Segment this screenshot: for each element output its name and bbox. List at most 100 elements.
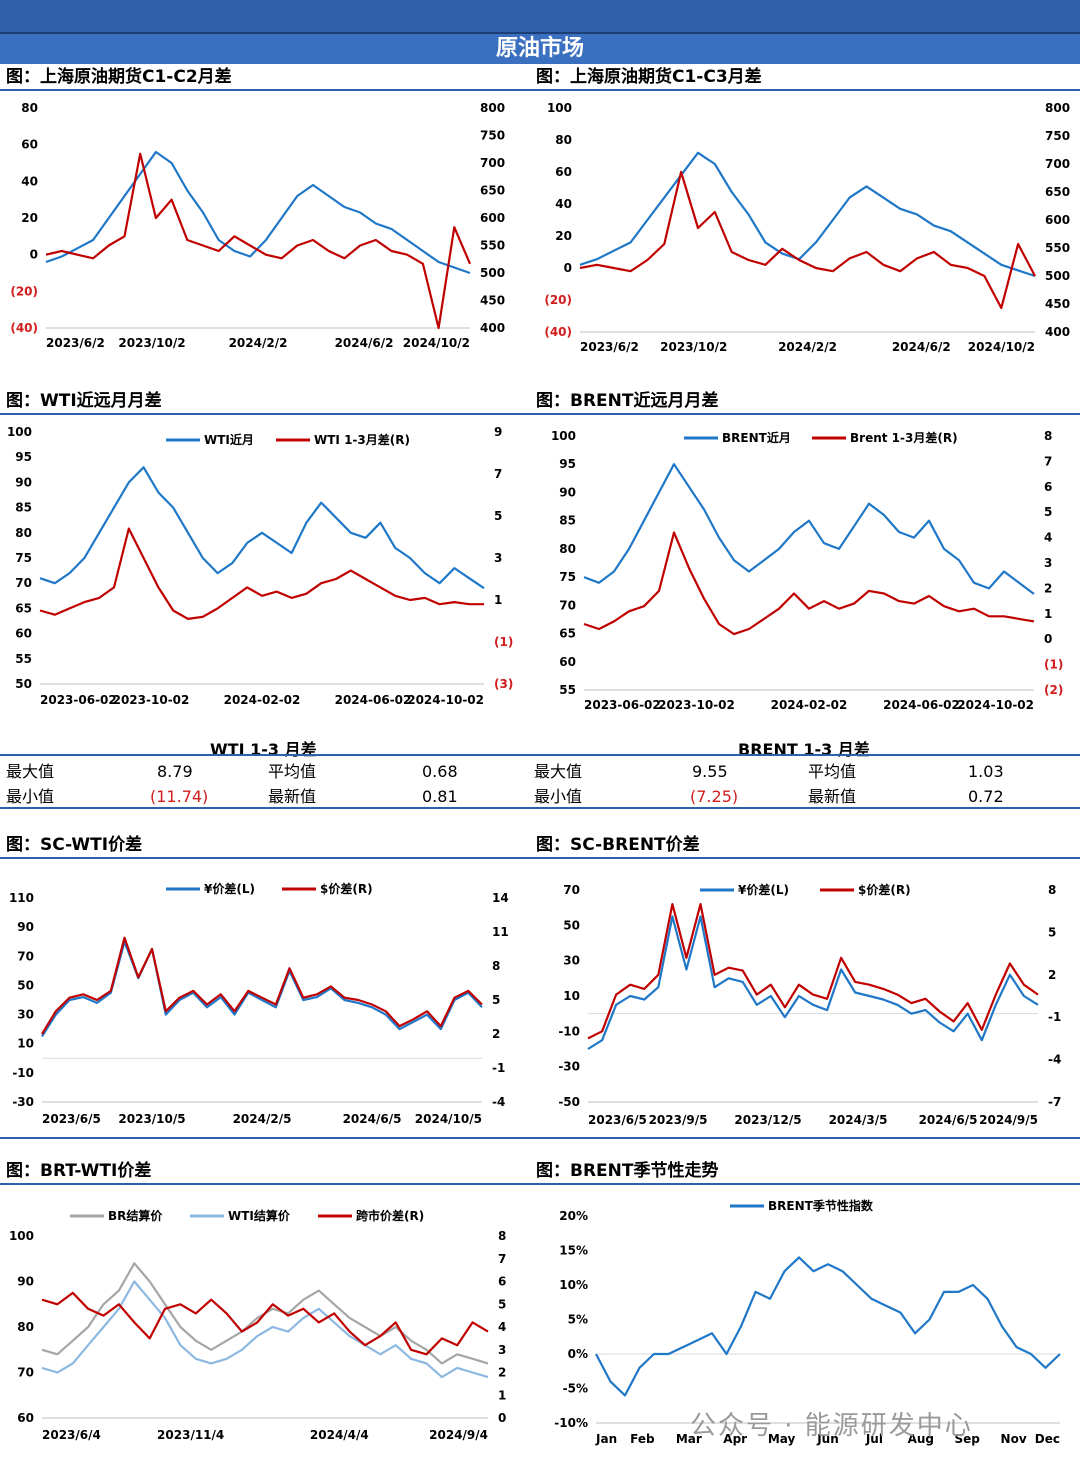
y-right-tick-label: 450 xyxy=(1045,297,1070,311)
x-tick-label: 2024/9/5 xyxy=(979,1113,1038,1127)
y-right-tick-label: 5 xyxy=(494,509,502,523)
y-right-tick-label: 8 xyxy=(1048,883,1056,897)
y-left-tick-label: 55 xyxy=(15,652,32,666)
y-right-tick-label: 6 xyxy=(498,1275,506,1289)
y-left-tick-label: 85 xyxy=(15,501,32,515)
y-right-tick-label: 550 xyxy=(1045,241,1070,255)
x-tick-label: 2023/10/5 xyxy=(118,1112,185,1126)
x-tick-label: 2023/6/2 xyxy=(580,340,639,354)
legend-label: BR结算价 xyxy=(108,1208,163,1223)
divider-line xyxy=(0,1137,1080,1139)
y-right-tick-label: 1 xyxy=(498,1388,506,1402)
legend-label: WTI 1-3月差(R) xyxy=(314,432,410,447)
y-left-tick-label: 20 xyxy=(21,211,38,225)
y-right-tick-label: 9 xyxy=(494,425,502,439)
y-right-tick-label: 2 xyxy=(498,1366,506,1380)
y-right-tick-label: 0 xyxy=(498,1411,506,1425)
x-tick-label: 2024/10/2 xyxy=(403,336,470,350)
y-right-tick-label: 1 xyxy=(1044,607,1052,621)
y-right-tick-label: 600 xyxy=(480,211,505,225)
y-left-tick-label: 90 xyxy=(15,475,32,489)
x-tick-label: 2023-06-02 xyxy=(40,693,117,707)
x-tick-label: 2024/2/5 xyxy=(233,1112,292,1126)
x-tick-label: 2023/12/5 xyxy=(734,1113,801,1127)
y-right-tick-label: 650 xyxy=(480,184,505,198)
series-line-1 xyxy=(41,940,483,1037)
panel-title-c4: 图：BRENT近远月月差 xyxy=(536,391,719,411)
y-right-tick-label: 500 xyxy=(480,266,505,280)
y-left-tick-label: 70 xyxy=(17,949,34,963)
y-right-tick-label: -1 xyxy=(1048,1010,1061,1024)
brent-latest-label: 最新值 xyxy=(808,787,857,806)
wti-latest-value: 0.81 xyxy=(422,787,458,806)
y-left-tick-label: 15% xyxy=(559,1244,588,1258)
x-tick-label: 2024/10/5 xyxy=(415,1112,482,1126)
section-title: 原油市场 xyxy=(0,34,1080,64)
y-left-tick-label: 50 xyxy=(17,978,34,992)
panel-title-c5: 图：SC-WTI价差 xyxy=(6,835,143,855)
series-line-1 xyxy=(39,466,485,590)
y-right-tick-label: 600 xyxy=(1045,213,1070,227)
x-tick-label: 2023/6/5 xyxy=(42,1112,101,1126)
chart-brent-spread: 100959085807570656055876543210(1)(2)2023… xyxy=(551,429,1063,712)
y-left-tick-label: 0 xyxy=(564,261,572,275)
legend-label: ¥价差(L) xyxy=(204,881,255,896)
y-left-tick-label: 65 xyxy=(559,627,576,641)
y-left-tick-label: 80 xyxy=(555,133,572,147)
panel-title-c3: 图：WTI近远月月差 xyxy=(6,391,162,411)
x-tick-label: 2024/10/2 xyxy=(968,340,1035,354)
y-right-tick-label: 5 xyxy=(498,1297,506,1311)
divider-line xyxy=(0,754,1080,756)
x-tick-label: 2023-10-02 xyxy=(113,693,190,707)
y-left-tick-label: 50 xyxy=(15,677,32,691)
y-left-tick-label: 40 xyxy=(555,197,572,211)
wti-avg-label: 平均值 xyxy=(268,762,317,781)
y-right-tick-label: 550 xyxy=(480,239,505,253)
y-left-tick-label: 70 xyxy=(17,1366,34,1380)
divider-line xyxy=(0,807,1080,809)
x-tick-label: 2024/2/2 xyxy=(229,336,288,350)
y-right-tick-label: 500 xyxy=(1045,269,1070,283)
y-right-tick-label: 750 xyxy=(1045,129,1070,143)
x-tick-label: 2024/6/5 xyxy=(343,1112,402,1126)
watermark: 公众号 · 能源研发中心 xyxy=(690,1411,973,1441)
y-left-tick-label: 55 xyxy=(559,683,576,697)
x-tick-label: 2024/2/2 xyxy=(778,340,837,354)
y-right-tick-label: 0 xyxy=(1044,632,1052,646)
legend-label: $价差(R) xyxy=(858,882,911,897)
y-left-tick-label: 80 xyxy=(17,1320,34,1334)
wti-min-value: (11.74) xyxy=(150,787,209,806)
y-right-tick-label: 400 xyxy=(480,321,505,335)
series-line-2 xyxy=(587,902,1039,1040)
y-left-tick-label: 60 xyxy=(21,138,38,152)
y-left-tick-label: 85 xyxy=(559,514,576,528)
x-tick-label: Jan xyxy=(595,1432,617,1446)
x-tick-label: 2023/6/2 xyxy=(46,336,105,350)
panel-title-c8: 图：BRENT季节性走势 xyxy=(536,1161,719,1181)
brent-max-label: 最大值 xyxy=(534,762,583,781)
y-right-tick-label: (1) xyxy=(494,635,513,649)
y-right-tick-label: (2) xyxy=(1044,683,1063,697)
y-left-tick-label: 95 xyxy=(559,457,576,471)
y-right-tick-label: 7 xyxy=(1044,454,1052,468)
panel-title-c7: 图：BRT-WTI价差 xyxy=(6,1161,152,1181)
y-left-tick-label: 90 xyxy=(17,1275,34,1289)
chart-sc-wti: 110 90 70 50 30 10 -10 -30 14 11 8 5 2 -1 -4 2023/6/5 20… xyxy=(9,881,509,1126)
y-left-tick-label: 80 xyxy=(15,526,32,540)
series-line-1 xyxy=(579,151,1036,278)
y-left-tick-label: 60 xyxy=(17,1411,34,1425)
x-tick-label: 2023-10-02 xyxy=(658,698,735,712)
y-right-tick-label: 7 xyxy=(498,1252,506,1266)
y-right-tick-label: 5 xyxy=(492,993,500,1007)
x-tick-label: Dec xyxy=(1035,1432,1060,1446)
top-header-bar xyxy=(0,0,1080,34)
x-tick-label: Sep xyxy=(955,1432,981,1446)
x-tick-label: May xyxy=(768,1432,796,1446)
legend-label: WTI近月 xyxy=(204,432,254,447)
x-tick-label: 2023-06-02 xyxy=(584,698,661,712)
y-left-tick-label: -30 xyxy=(558,1060,580,1074)
y-left-tick-label: 0% xyxy=(568,1347,588,1361)
x-tick-label: 2024-02-02 xyxy=(224,693,301,707)
series-line-1 xyxy=(583,463,1035,595)
y-right-tick-label: 8 xyxy=(492,959,500,973)
